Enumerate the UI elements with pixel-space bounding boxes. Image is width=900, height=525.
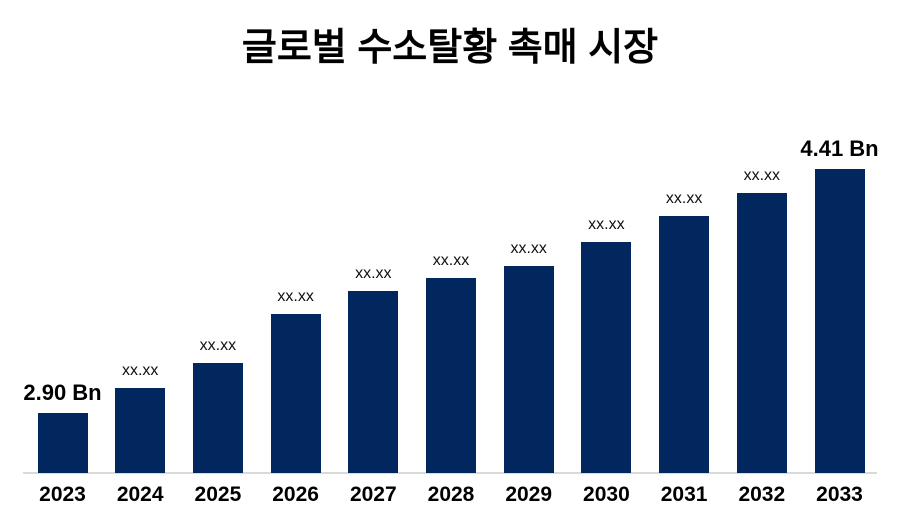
x-axis-tick-label-2031: 2031 <box>660 483 708 506</box>
bar-value-label-2024: xx.xx <box>121 362 159 379</box>
x-axis-tick-label-2027: 2027 <box>349 483 397 506</box>
bar-2025 <box>192 363 243 473</box>
bar-value-label-2028: xx.xx <box>432 252 470 269</box>
bar-value-label-2023: 2.90 Bn <box>23 380 102 405</box>
bar-value-label-2033: 4.41 Bn <box>800 136 879 161</box>
bar-value-label-2025: xx.xx <box>199 337 237 354</box>
bar-value-label-2029: xx.xx <box>510 240 547 257</box>
x-axis-tick-label-2032: 2032 <box>738 483 786 506</box>
x-axis-line <box>23 472 877 474</box>
bar-value-label-2026: xx.xx <box>277 288 314 305</box>
bar-2028 <box>426 278 476 473</box>
x-axis-tick-label-2026: 2026 <box>272 483 319 506</box>
x-axis-tick-label-2028: 2028 <box>427 483 475 506</box>
bar-2023 <box>37 413 88 473</box>
bar-2027 <box>348 291 399 473</box>
bar-value-label-2032: xx.xx <box>743 167 781 184</box>
bar-2029 <box>503 266 554 473</box>
bar-2033 <box>814 169 865 473</box>
bar-2030 <box>581 242 632 473</box>
bar-2024 <box>115 388 166 473</box>
x-axis-tick-label-2024: 2024 <box>116 483 164 506</box>
bar-2032 <box>736 193 787 473</box>
x-axis-tick-label-2030: 2030 <box>583 483 630 506</box>
bar-2026 <box>270 314 321 473</box>
chart-title: 글로벌 수소탈황 촉매 시장 <box>241 27 659 69</box>
bar-value-label-2031: xx.xx <box>665 190 703 207</box>
x-axis-tick-label-2033: 2033 <box>816 483 863 506</box>
bar-value-label-2027: xx.xx <box>355 265 392 282</box>
x-axis-tick-label-2025: 2025 <box>194 483 242 506</box>
x-axis-tick-label-2029: 2029 <box>505 483 553 506</box>
bar-value-label-2030: xx.xx <box>588 216 625 233</box>
x-axis-tick-label-2023: 2023 <box>39 483 86 506</box>
bar-2031 <box>659 216 710 473</box>
